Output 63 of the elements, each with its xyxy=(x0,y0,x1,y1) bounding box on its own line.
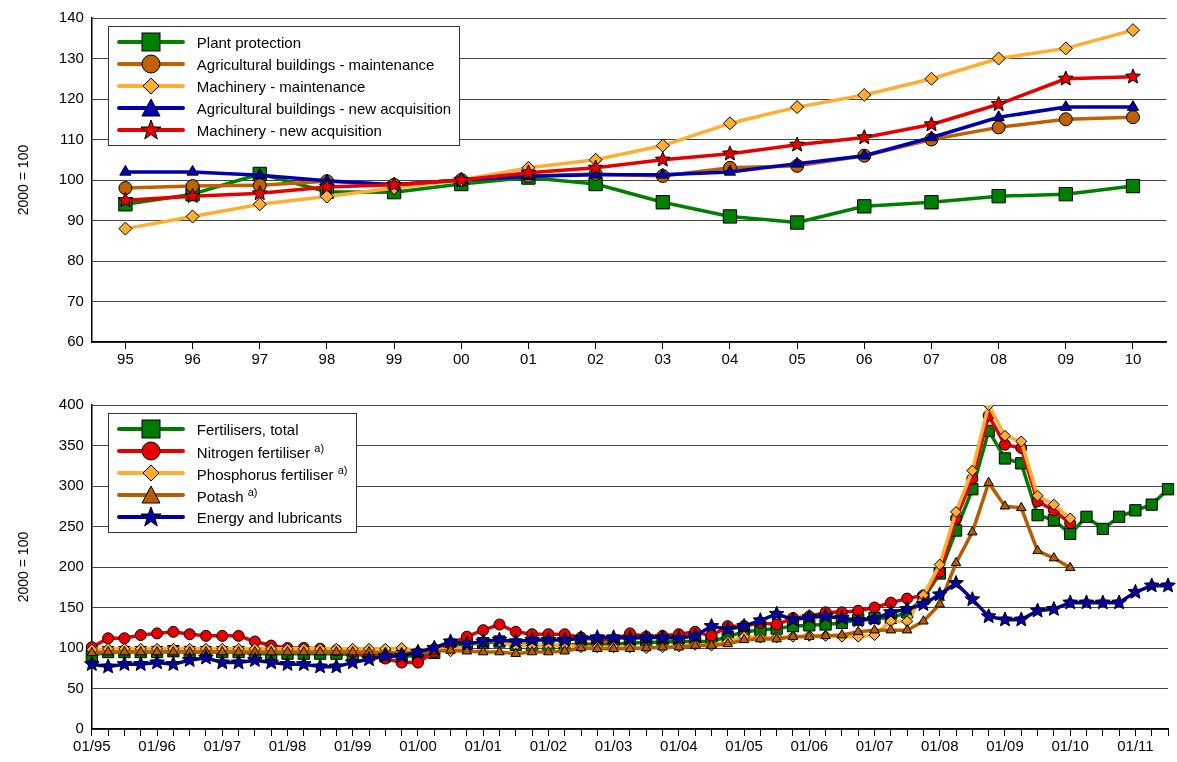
legend-label: Machinery - new acquisition xyxy=(196,121,382,139)
x-tick-label: 97 xyxy=(251,350,269,368)
y-tick-label: 130 xyxy=(58,48,84,66)
x-tick-label: 01/05 xyxy=(725,737,763,755)
legend-label: Machinery - maintenance xyxy=(196,77,366,95)
y-tick-label: 120 xyxy=(58,89,84,107)
legend-label: Fertilisers, total xyxy=(196,420,299,438)
y-tick-label: 100 xyxy=(58,638,84,656)
x-tick-label: 01/02 xyxy=(529,737,568,755)
x-tick-label: 00 xyxy=(452,350,470,368)
legend-label: Plant protection xyxy=(196,33,302,51)
x-tick-label: 01/95 xyxy=(73,737,111,755)
y-tick-label: 90 xyxy=(67,210,84,228)
y-tick-label: 110 xyxy=(59,129,84,147)
x-tick-label: 01/01 xyxy=(464,737,502,755)
x-tick-label: 96 xyxy=(184,350,201,368)
x-tick-label: 01/98 xyxy=(268,737,307,755)
x-tick-label: 98 xyxy=(318,350,336,368)
y-tick-label: 60 xyxy=(67,332,84,350)
y-tick-label: 0 xyxy=(75,719,84,737)
y-tick-label: 200 xyxy=(58,557,84,575)
x-tick-label: 08 xyxy=(990,350,1007,368)
x-tick-label: 01/08 xyxy=(920,737,959,755)
x-tick-label: 99 xyxy=(385,350,403,368)
legend-label: Phosphorus fertiliser $^{a)}$ xyxy=(196,463,348,483)
x-tick-label: 04 xyxy=(721,350,739,368)
x-tick-label: 01/00 xyxy=(399,737,437,755)
x-tick-label: 95 xyxy=(117,350,134,368)
x-tick-label: 01/07 xyxy=(855,737,894,755)
y-axis-title: 2000 = 100 xyxy=(15,144,32,216)
x-tick-label: 09 xyxy=(1057,350,1075,368)
y-tick-label: 400 xyxy=(58,395,84,413)
x-tick-label: 01/96 xyxy=(138,737,176,755)
x-tick-label: 06 xyxy=(855,350,873,368)
y-tick-label: 350 xyxy=(58,435,84,453)
y-tick-label: 70 xyxy=(67,291,84,309)
x-tick-label: 10 xyxy=(1124,350,1142,368)
x-tick-label: 03 xyxy=(654,350,672,368)
x-tick-label: 07 xyxy=(923,350,940,368)
x-tick-label: 01 xyxy=(520,350,537,368)
x-tick-label: 01/99 xyxy=(333,737,372,755)
y-tick-label: 80 xyxy=(67,251,84,269)
x-tick-label: 01/11 xyxy=(1117,737,1154,755)
x-tick-label: 01/06 xyxy=(790,737,829,755)
x-tick-label: 01/97 xyxy=(203,737,242,755)
legend-label: Agricultural buildings - maintenance xyxy=(196,55,435,73)
x-tick-label: 05 xyxy=(788,350,806,368)
y-tick-label: 140 xyxy=(58,8,84,26)
x-tick-label: 01/09 xyxy=(986,737,1024,755)
legend-label: Energy and lubricants xyxy=(196,508,342,526)
legend-label: Nitrogen fertiliser $^{a)}$ xyxy=(196,441,325,461)
x-tick-label: 02 xyxy=(587,350,604,368)
y-tick-label: 50 xyxy=(67,678,84,696)
x-tick-label: 01/10 xyxy=(1051,737,1089,755)
legend-label: Agricultural buildings - new acquisition xyxy=(196,99,452,117)
y-tick-label: 150 xyxy=(58,597,84,615)
legend-label: Potash $^{a)}$ xyxy=(196,485,258,505)
x-tick-label: 01/04 xyxy=(660,737,698,755)
y-axis-title: 2000 = 100 xyxy=(15,531,32,603)
y-tick-label: 100 xyxy=(58,170,84,188)
y-tick-label: 250 xyxy=(58,516,84,534)
y-tick-label: 300 xyxy=(58,476,84,494)
x-tick-label: 01/03 xyxy=(594,737,633,755)
